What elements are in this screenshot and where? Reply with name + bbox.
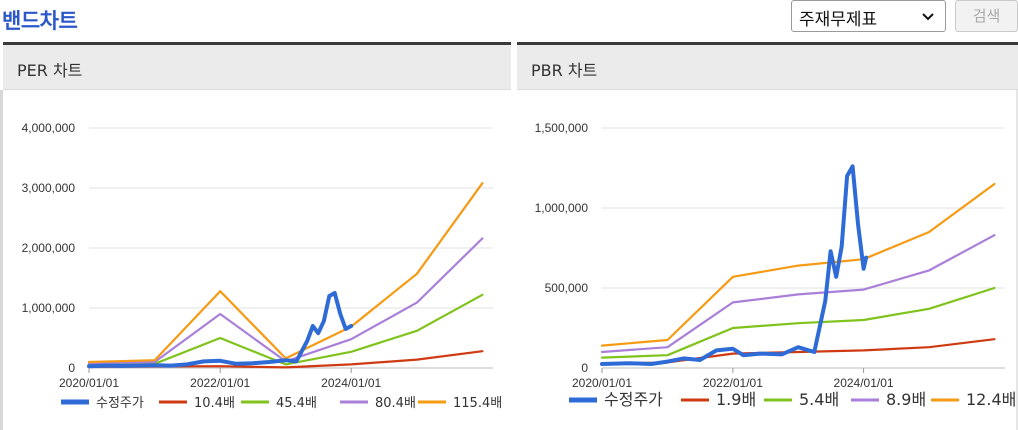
series-line-4 bbox=[600, 182, 996, 347]
pbr-chart-title: PBR 차트 bbox=[531, 61, 598, 80]
pbr-chart-header: PBR 차트 bbox=[517, 45, 1018, 90]
x-tick-label: 2024/01/01 bbox=[834, 376, 894, 390]
panel-top-border bbox=[3, 42, 511, 45]
series-line-4 bbox=[87, 182, 484, 364]
pbr-chart-panel: PBR 차트 0 500,000 1,000,000 1,500,000 2020/01… bbox=[517, 42, 1018, 430]
series-line-0 bbox=[87, 291, 354, 369]
legend-label: 12.4배 bbox=[966, 390, 1016, 409]
chevron-down-icon bbox=[922, 13, 934, 21]
y-tick-label: 0 bbox=[581, 361, 588, 375]
x-tick-label: 2020/01/01 bbox=[59, 376, 119, 390]
x-tick-label: 2024/01/01 bbox=[321, 376, 381, 390]
legend-label: 80.4배 bbox=[375, 396, 416, 411]
legend-label: 8.9배 bbox=[886, 390, 926, 409]
divider bbox=[1016, 90, 1018, 430]
series-line-2 bbox=[600, 286, 996, 359]
y-tick-label: 3,000,000 bbox=[22, 181, 76, 195]
series-line-2 bbox=[87, 293, 484, 366]
legend-label: 5.4배 bbox=[799, 390, 839, 409]
series-line-1 bbox=[600, 338, 996, 366]
panel-top-border bbox=[517, 42, 1018, 45]
y-tick-label: 500,000 bbox=[545, 281, 589, 295]
legend-label: 45.4배 bbox=[276, 396, 317, 411]
series-line-0 bbox=[600, 164, 869, 366]
series-line-3 bbox=[600, 234, 996, 354]
x-tick-label: 2020/01/01 bbox=[572, 376, 632, 390]
legend-label: 수정주가 bbox=[96, 396, 144, 411]
y-tick-label: 2,000,000 bbox=[22, 241, 76, 255]
search-button[interactable]: 검색 bbox=[955, 0, 1018, 32]
statement-select[interactable]: 주재무제표 bbox=[791, 0, 946, 32]
legend-label: 수정주가 bbox=[604, 390, 663, 409]
page-title: 밴드차트 bbox=[2, 9, 78, 33]
per-chart-title: PER 차트 bbox=[17, 61, 83, 80]
statement-select-value: 주재무제표 bbox=[799, 10, 878, 30]
x-tick-label: 2022/01/01 bbox=[190, 376, 250, 390]
y-tick-label: 0 bbox=[68, 361, 75, 375]
legend-label: 1.9배 bbox=[716, 390, 756, 409]
legend-label: 10.4배 bbox=[194, 396, 235, 411]
per-chart: 0 1,000,000 2,000,000 3,000,000 4,000,000 202… bbox=[22, 121, 503, 411]
x-tick-label: 2022/01/01 bbox=[703, 376, 763, 390]
divider bbox=[0, 90, 3, 430]
per-chart-panel: PER 차트 0 1,000,000 2,000,000 3,000,000 4,000… bbox=[3, 42, 511, 430]
y-tick-label: 1,000,000 bbox=[535, 201, 589, 215]
y-tick-label: 1,500,000 bbox=[535, 121, 589, 135]
y-tick-label: 1,000,000 bbox=[22, 301, 76, 315]
y-tick-label: 4,000,000 bbox=[22, 121, 76, 135]
pbr-chart: 0 500,000 1,000,000 1,500,000 2020/01/01 2022… bbox=[535, 121, 1016, 409]
top-bar: 밴드차트 주재무제표 검색 bbox=[0, 0, 1018, 42]
per-chart-header: PER 차트 bbox=[3, 45, 511, 90]
legend-label: 115.4배 bbox=[453, 396, 502, 411]
series-line-3 bbox=[87, 237, 484, 365]
